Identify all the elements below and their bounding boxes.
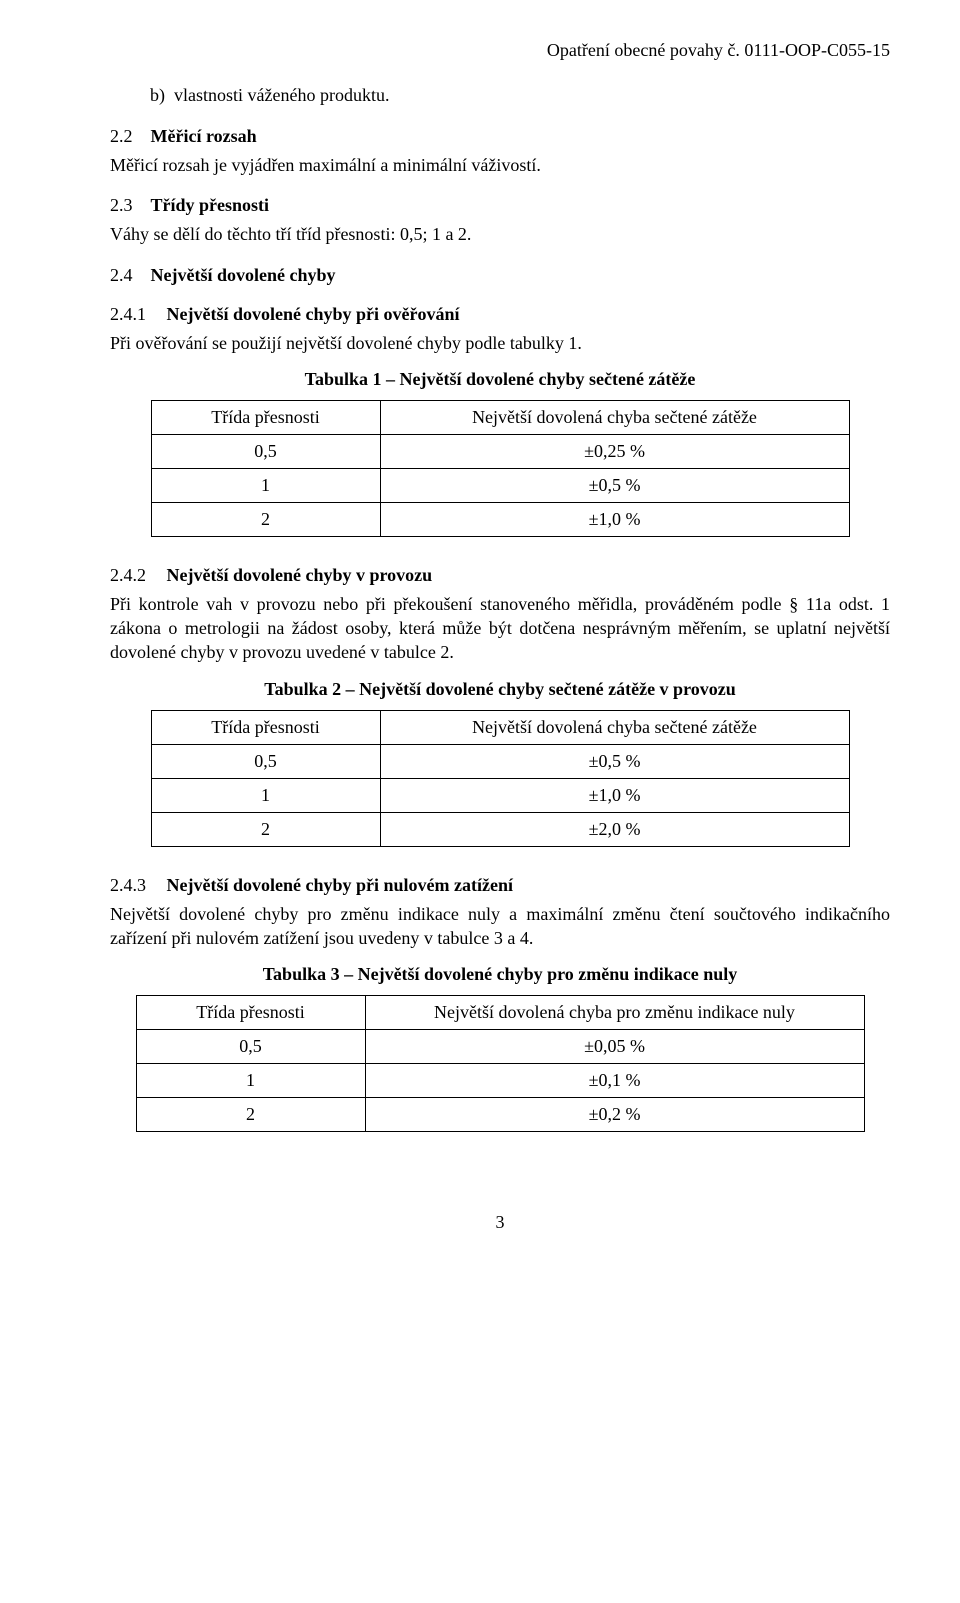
paragraph-2-4-1: Při ověřování se použijí největší dovole… — [110, 331, 890, 355]
heading-number: 2.2 — [110, 126, 146, 147]
page-number: 3 — [110, 1212, 890, 1233]
table-cell: 1 — [136, 1064, 365, 1098]
table-cell: ±0,5 % — [380, 468, 849, 502]
heading-number: 2.3 — [110, 195, 146, 216]
table-header-cell: Třída přesnosti — [151, 710, 380, 744]
table-header-cell: Třída přesnosti — [151, 400, 380, 434]
table-row: 2 ±1,0 % — [151, 502, 849, 536]
paragraph-2-4-3: Největší dovolené chyby pro změnu indika… — [110, 902, 890, 951]
table-cell: ±0,2 % — [365, 1098, 864, 1132]
heading-number: 2.4.2 — [110, 565, 162, 586]
heading-title: Třídy přesnosti — [151, 195, 270, 215]
table-row: 2 ±0,2 % — [136, 1098, 864, 1132]
table-row: 1 ±1,0 % — [151, 778, 849, 812]
document-reference: Opatření obecné povahy č. 0111-OOP-C055-… — [110, 40, 890, 61]
table-header-row: Třída přesnosti Největší dovolená chyba … — [136, 996, 864, 1030]
table-cell: ±0,05 % — [365, 1030, 864, 1064]
table-row: 1 ±0,1 % — [136, 1064, 864, 1098]
table-1-caption: Tabulka 1 – Největší dovolené chyby sečt… — [110, 369, 890, 390]
heading-2-2: 2.2 Měřicí rozsah — [110, 126, 890, 147]
table-header-cell: Největší dovolená chyba pro změnu indika… — [365, 996, 864, 1030]
table-cell: 2 — [151, 812, 380, 846]
table-cell: 2 — [151, 502, 380, 536]
table-row: 1 ±0,5 % — [151, 468, 849, 502]
heading-2-4: 2.4 Největší dovolené chyby — [110, 265, 890, 286]
heading-title: Největší dovolené chyby v provozu — [167, 565, 433, 585]
table-row: 0,5 ±0,25 % — [151, 434, 849, 468]
list-item-b: b) vlastnosti váženého produktu. — [110, 85, 890, 106]
table-2: Třída přesnosti Největší dovolená chyba … — [151, 710, 850, 847]
table-row: 2 ±2,0 % — [151, 812, 849, 846]
table-cell: ±1,0 % — [380, 778, 849, 812]
table-header-row: Třída přesnosti Největší dovolená chyba … — [151, 400, 849, 434]
paragraph-2-2: Měřicí rozsah je vyjádřen maximální a mi… — [110, 153, 890, 177]
table-cell: 1 — [151, 468, 380, 502]
paragraph-2-3: Váhy se dělí do těchto tří tříd přesnost… — [110, 222, 890, 246]
table-cell: ±1,0 % — [380, 502, 849, 536]
heading-2-3: 2.3 Třídy přesnosti — [110, 195, 890, 216]
table-header-row: Třída přesnosti Největší dovolená chyba … — [151, 710, 849, 744]
table-header-cell: Největší dovolená chyba sečtené zátěže — [380, 710, 849, 744]
table-cell: 0,5 — [136, 1030, 365, 1064]
heading-title: Největší dovolené chyby při ověřování — [167, 304, 460, 324]
table-cell: ±2,0 % — [380, 812, 849, 846]
table-cell: ±0,25 % — [380, 434, 849, 468]
table-1: Třída přesnosti Největší dovolená chyba … — [151, 400, 850, 537]
table-header-cell: Největší dovolená chyba sečtené zátěže — [380, 400, 849, 434]
table-cell: ±0,1 % — [365, 1064, 864, 1098]
heading-number: 2.4 — [110, 265, 146, 286]
table-cell: 0,5 — [151, 744, 380, 778]
heading-title: Měřicí rozsah — [151, 126, 257, 146]
table-3: Třída přesnosti Největší dovolená chyba … — [136, 995, 865, 1132]
table-2-caption: Tabulka 2 – Největší dovolené chyby sečt… — [110, 679, 890, 700]
table-row: 0,5 ±0,5 % — [151, 744, 849, 778]
table-row: 0,5 ±0,05 % — [136, 1030, 864, 1064]
table-cell: 1 — [151, 778, 380, 812]
heading-2-4-1: 2.4.1 Největší dovolené chyby při ověřov… — [110, 304, 890, 325]
heading-2-4-3: 2.4.3 Největší dovolené chyby při nulové… — [110, 875, 890, 896]
heading-number: 2.4.3 — [110, 875, 162, 896]
table-cell: 2 — [136, 1098, 365, 1132]
heading-number: 2.4.1 — [110, 304, 162, 325]
heading-title: Největší dovolené chyby při nulovém zatí… — [167, 875, 513, 895]
table-cell: 0,5 — [151, 434, 380, 468]
heading-title: Největší dovolené chyby — [151, 265, 336, 285]
heading-2-4-2: 2.4.2 Největší dovolené chyby v provozu — [110, 565, 890, 586]
table-3-caption: Tabulka 3 – Největší dovolené chyby pro … — [110, 964, 890, 985]
table-header-cell: Třída přesnosti — [136, 996, 365, 1030]
paragraph-2-4-2: Při kontrole vah v provozu nebo při přek… — [110, 592, 890, 665]
table-cell: ±0,5 % — [380, 744, 849, 778]
page-container: Opatření obecné povahy č. 0111-OOP-C055-… — [0, 0, 960, 1273]
